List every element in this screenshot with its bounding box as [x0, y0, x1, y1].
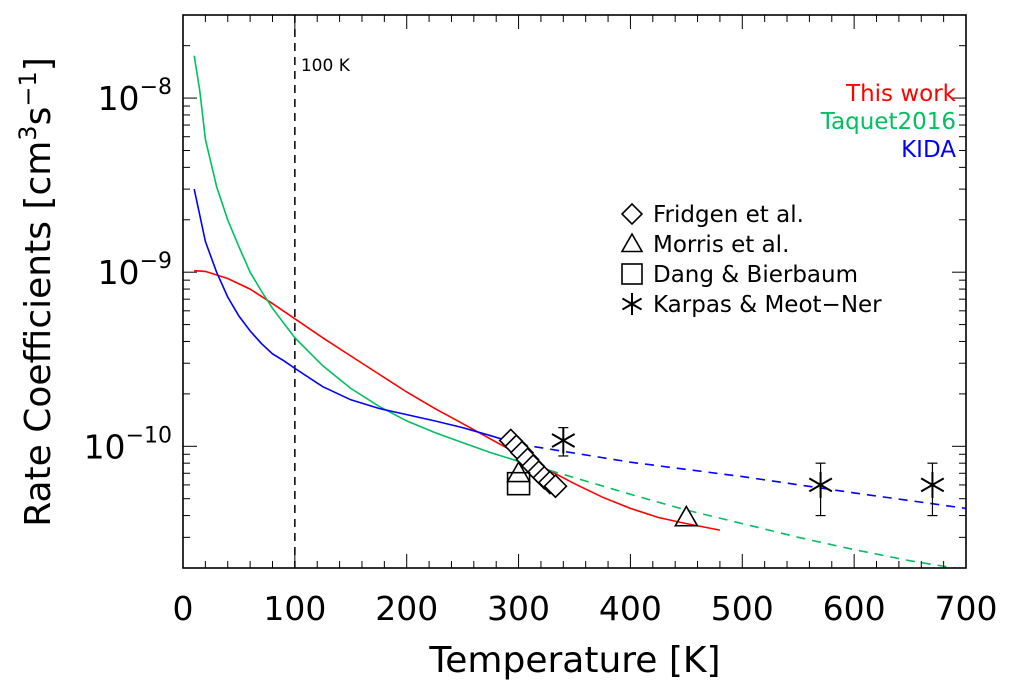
x-tick-label: 0: [173, 589, 194, 628]
x-tick-label: 600: [823, 589, 886, 628]
legend-line-entry: KIDA: [901, 137, 956, 163]
legend-marker-diamond: [620, 202, 644, 226]
y-tick-label: 10−9: [98, 249, 172, 292]
y-axis: 10−8 10−9 10−10: [84, 45, 966, 569]
reference-line-label: 100 K: [301, 56, 351, 76]
experiment-diamond: [498, 428, 568, 499]
series-taquet2016-ext: [518, 460, 960, 568]
x-tick-label: 100: [263, 589, 326, 628]
y-axis-label: Rate Coefficients [cm3s−1]: [14, 57, 59, 527]
y-tick-label: 10−8: [98, 75, 172, 118]
x-tick-label: 400: [599, 589, 662, 628]
square-point: [506, 471, 531, 496]
series-kida: [193, 188, 519, 445]
experiment-asterisk: [551, 427, 945, 517]
asterisk-stroke: [621, 297, 643, 311]
x-tick-label: 300: [487, 589, 550, 628]
experiment-square: [506, 471, 531, 496]
legend-marker-label: Karpas & Meot−Ner: [653, 292, 882, 318]
series-taquet2016: [193, 55, 519, 463]
plot-area: 100 K: [193, 15, 966, 568]
plot-frame: [182, 14, 967, 569]
x-axis-label: Temperature [K]: [428, 640, 720, 681]
asterisk-stroke: [551, 433, 576, 448]
x-tick-label: 500: [711, 589, 774, 628]
series-kida-ext: [518, 443, 966, 510]
legend-line-entry: Taquet2016: [820, 109, 956, 135]
legend-marker-label: Dang & Bierbaum: [653, 262, 858, 288]
asterisk-point: [551, 427, 576, 454]
legend-marker-triangle: [620, 232, 644, 253]
asterisk-stroke: [920, 477, 945, 493]
legend-marker-label: Morris et al.: [653, 232, 789, 258]
legend-line-entry: This work: [845, 81, 957, 107]
asterisk-stroke: [808, 477, 833, 493]
legend-marker-asterisk: [621, 293, 643, 315]
y-tick-label: 10−10: [84, 423, 172, 466]
diamond-point: [543, 474, 568, 499]
asterisk-point: [920, 471, 945, 498]
series-this-work: [194, 269, 721, 531]
x-tick-label: 700: [935, 589, 998, 628]
triangle-point: [673, 504, 699, 527]
legend-marker-square: [621, 263, 643, 285]
x-tick-label: 200: [375, 589, 438, 628]
x-axis: 0 100 200 300 400 500 600 700: [173, 15, 998, 628]
asterisk-point: [808, 471, 833, 498]
legend-marker-label: Fridgen et al.: [653, 202, 804, 228]
